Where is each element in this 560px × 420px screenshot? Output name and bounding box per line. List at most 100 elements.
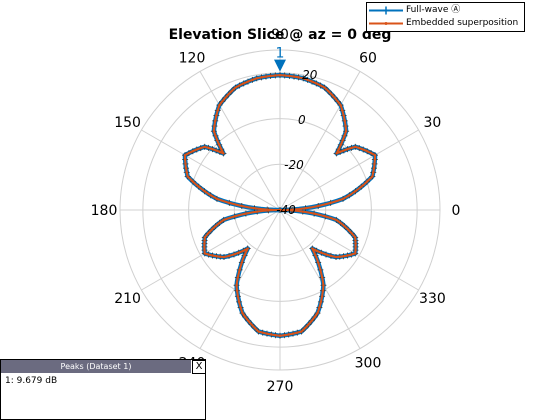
series-point-embedded [314,254,317,257]
grid-spoke [141,129,281,211]
series-point-embedded [337,147,340,151]
series-point-embedded [342,255,345,258]
series-point-embedded [341,197,345,201]
series-point-embedded [354,189,357,193]
series-point-embedded [306,78,309,82]
series-point-embedded [224,96,227,100]
series-point-embedded [203,189,206,193]
series-point-embedded [344,124,347,128]
series-point-embedded [203,245,206,249]
series-point-embedded [302,77,305,80]
close-button[interactable]: X [192,360,206,374]
series-point-embedded [238,84,241,87]
series-point-embedded [354,248,357,252]
series-layer: 1 [181,46,379,339]
legend[interactable]: Full-wave Ⓐ Embedded superposition [366,2,525,32]
series-point-embedded [323,86,326,89]
angle-tick-label: 300 [355,355,382,371]
series-point-embedded [372,171,375,174]
series-point-embedded [270,333,273,336]
series-point-embedded [338,255,341,258]
series-point-embedded [222,152,225,155]
series-point-embedded [207,253,210,256]
series-point-embedded [333,96,336,100]
series-point-embedded [215,255,218,258]
series-point-embedded [244,212,248,215]
series-point-embedded [341,109,344,112]
series-point-embedded [211,147,214,151]
chart-title: Elevation Slice @ az = 0 deg [169,27,392,43]
series-point-embedded [296,331,299,334]
series-point-embedded [318,306,321,309]
series-point-embedded [310,319,313,322]
series-point-embedded [237,251,240,254]
series-point-embedded [326,89,330,93]
series-point-embedded [265,332,269,335]
series-point-embedded [257,330,260,333]
series-point-embedded [320,295,324,298]
series-point-embedded [350,146,353,150]
legend-swatch-full-wave [369,6,403,15]
series-point-embedded [261,331,264,334]
legend-label: Full-wave Ⓐ [406,5,461,15]
series-point-embedded [339,143,342,147]
series-point-embedded [183,153,187,157]
series-point-embedded [216,109,219,112]
series-point-embedded [243,254,246,257]
series-point-embedded [240,261,244,264]
series-point-embedded [212,130,216,133]
legend-item-embedded[interactable]: Embedded superposition [367,17,524,30]
series-point-embedded [220,147,223,151]
series-point-embedded [214,134,217,138]
series-point-embedded [290,209,293,212]
legend-item-full-wave[interactable]: Full-wave Ⓐ [367,4,524,17]
peaks-panel: Peaks (Dataset 1) X 1: 9.679 dB [0,359,206,420]
series-point-embedded [283,333,286,337]
legend-swatch-embedded [369,22,403,25]
series-point-embedded [310,80,314,83]
series-point-embedded [315,82,318,85]
series-point-embedded [316,311,319,315]
series-point-embedded [288,74,291,78]
series-point-embedded [354,245,357,249]
series-point-embedded [354,252,357,255]
series-point-embedded [319,300,323,304]
series-point-embedded [184,166,188,170]
series-point-embedded [301,210,305,213]
peak-marker-label: 1 [276,46,285,62]
series-point-embedded [191,150,195,153]
series-point-embedded [342,114,345,117]
series-point-embedded [329,201,332,205]
series-point-embedded [350,253,353,256]
series-point-embedded [235,284,238,287]
series-point-embedded [230,89,234,93]
series-point-embedded [334,255,338,259]
angle-tick-label: 90 [271,27,289,43]
series-point-embedded [228,201,231,205]
series-point-embedded [237,300,241,304]
series-point-embedded [343,119,346,123]
peak-marker-icon [274,59,286,72]
series-point-embedded [240,204,244,208]
series-point-embedded [341,139,344,142]
grid-spoke [199,71,281,211]
series-point-embedded [311,247,314,250]
angle-tick-label: 270 [267,379,294,395]
series-point-embedded [191,180,195,183]
series-point-embedded [203,239,206,242]
series-point-embedded [360,185,363,188]
polar-grid [119,49,441,371]
series-point-embedded [313,315,316,319]
series-point-embedded [197,185,200,188]
series-point-embedded [235,289,239,292]
grid-spoke [279,129,419,211]
series-point-embedded [336,100,339,103]
angle-tick-label: 180 [91,203,118,219]
series-point-embedded [232,253,236,256]
series-point-embedded [283,74,286,77]
series-point-embedded [185,171,188,174]
series-point-embedded [304,207,307,210]
series-point-embedded [300,330,303,333]
series-point-embedded [307,323,310,326]
